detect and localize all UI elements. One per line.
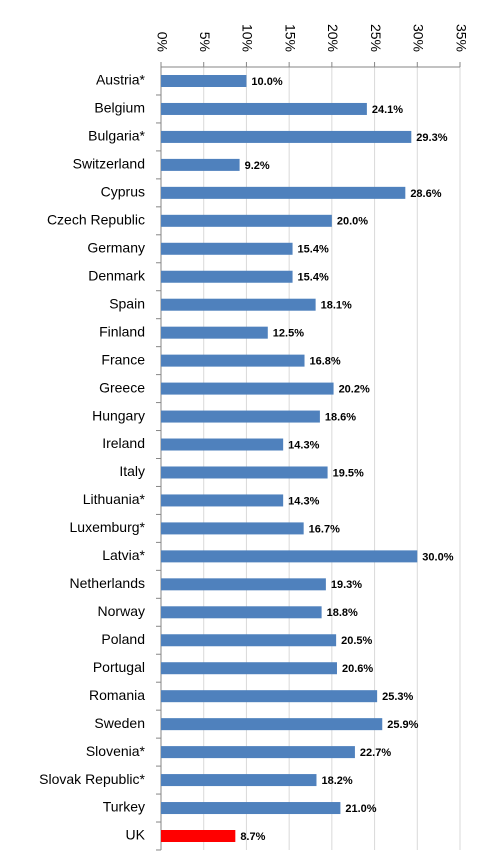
- value-label: 30.0%: [422, 551, 453, 563]
- y-tick-label: Poland: [101, 631, 145, 647]
- y-tick-label: Luxemburg*: [70, 519, 146, 535]
- bar: [161, 130, 412, 143]
- y-tick-label: Germany: [87, 239, 145, 255]
- bar: [161, 382, 334, 395]
- value-label: 14.3%: [288, 495, 319, 507]
- bar: [161, 354, 305, 367]
- bar: [161, 662, 337, 675]
- bar: [161, 186, 406, 199]
- value-label: 20.2%: [339, 383, 370, 395]
- y-tick-label: Italy: [119, 463, 145, 479]
- y-tick-label: Turkey: [103, 799, 145, 815]
- y-tick-label: Czech Republic: [47, 212, 145, 228]
- value-label: 15.4%: [298, 244, 329, 256]
- value-label: 18.1%: [321, 300, 352, 312]
- value-label: 18.6%: [325, 411, 356, 423]
- y-tick-label: Hungary: [92, 407, 145, 423]
- value-label: 20.0%: [337, 216, 368, 228]
- y-tick-label: UK: [126, 827, 146, 843]
- value-label: 19.5%: [333, 467, 364, 479]
- y-tick-label: France: [101, 351, 145, 367]
- x-tick-label: 25%: [368, 24, 384, 52]
- value-label: 24.1%: [372, 104, 403, 116]
- y-tick-label: Switzerland: [73, 156, 145, 172]
- y-tick-label: Denmark: [88, 267, 146, 283]
- value-label: 18.2%: [321, 775, 352, 787]
- bar: [161, 242, 293, 255]
- value-label: 28.6%: [410, 188, 441, 200]
- x-tick-label: 35%: [453, 24, 469, 52]
- value-label: 25.3%: [382, 691, 413, 703]
- value-label: 25.9%: [387, 719, 418, 731]
- y-tick-label: Sweden: [94, 715, 145, 731]
- y-tick-label: Ireland: [102, 435, 145, 451]
- y-tick-label: Slovenia*: [86, 743, 146, 759]
- bar: [161, 606, 322, 619]
- bar: [161, 158, 240, 171]
- value-label: 16.7%: [309, 523, 340, 535]
- y-tick-label: Belgium: [94, 100, 145, 116]
- bar: [161, 494, 284, 507]
- value-label: 21.0%: [345, 803, 376, 815]
- y-tick-label: Austria*: [96, 72, 146, 88]
- bar: [161, 438, 284, 451]
- bar: [161, 550, 418, 563]
- x-tick-label: 5%: [197, 32, 213, 52]
- value-label: 12.5%: [273, 328, 304, 340]
- bar: [161, 466, 328, 479]
- value-label: 20.5%: [341, 635, 372, 647]
- value-label: 16.8%: [310, 356, 341, 368]
- bar: [161, 578, 326, 591]
- bar: [161, 270, 293, 283]
- value-label: 15.4%: [298, 272, 329, 284]
- bar: [161, 410, 320, 423]
- bar: [161, 774, 317, 787]
- bar: [161, 522, 304, 535]
- value-label: 8.7%: [240, 831, 265, 843]
- y-tick-label: Spain: [109, 295, 145, 311]
- value-label: 20.6%: [342, 663, 373, 675]
- y-tick-label: Norway: [98, 603, 145, 619]
- bar: [161, 298, 316, 311]
- bar: [161, 718, 383, 731]
- x-tick-label: 0%: [154, 32, 170, 52]
- y-tick-label: Cyprus: [101, 184, 145, 200]
- x-tick-label: 30%: [411, 24, 427, 52]
- value-label: 14.3%: [288, 439, 319, 451]
- y-tick-label: Netherlands: [70, 575, 146, 591]
- value-label: 9.2%: [245, 160, 270, 172]
- bar: [161, 746, 355, 759]
- y-tick-label: Greece: [99, 379, 145, 395]
- value-label: 19.3%: [331, 579, 362, 591]
- bar: [161, 634, 337, 647]
- x-tick-label: 10%: [240, 24, 256, 52]
- y-tick-label: Bulgaria*: [88, 128, 145, 144]
- y-tick-label: Lithuania*: [83, 491, 146, 507]
- bar: [161, 214, 332, 227]
- y-tick-label: Finland: [99, 323, 145, 339]
- y-tick-label: Romania: [89, 687, 145, 703]
- bar: [161, 326, 268, 339]
- bar: [161, 830, 236, 842]
- x-tick-label: 20%: [325, 24, 341, 52]
- bar: [161, 690, 378, 703]
- x-tick-label: 15%: [282, 24, 298, 52]
- y-tick-label: Latvia*: [102, 547, 145, 563]
- y-tick-label: Slovak Republic*: [39, 771, 145, 787]
- value-label: 18.8%: [327, 607, 358, 619]
- bar: [161, 102, 367, 115]
- value-label: 29.3%: [416, 132, 447, 144]
- bar: [161, 75, 247, 87]
- y-tick-label: Portugal: [93, 659, 145, 675]
- value-label: 22.7%: [360, 747, 391, 759]
- bar: [161, 802, 341, 815]
- value-label: 10.0%: [251, 76, 282, 88]
